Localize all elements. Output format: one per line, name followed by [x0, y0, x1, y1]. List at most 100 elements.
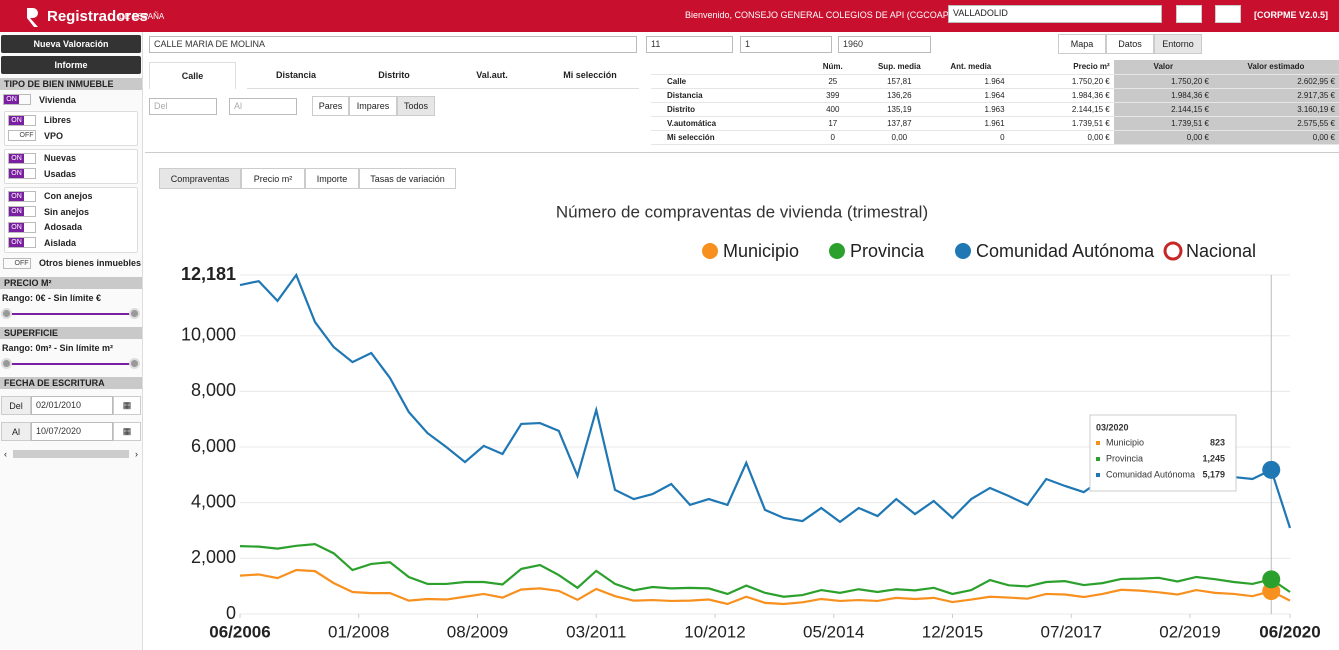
toggle-label: Otros bienes inmuebles	[39, 258, 142, 269]
table-cell: 157,81	[865, 74, 934, 89]
table-cell: 137,87	[865, 116, 934, 131]
y-tick-label: 0	[226, 603, 236, 623]
welcome[interactable]: Bienvenido, CONSEJO GENERAL COLEGIOS DE …	[685, 10, 955, 20]
view-button[interactable]: Datos	[1106, 34, 1154, 54]
date-input[interactable]: 10/07/2020	[31, 422, 113, 441]
tab[interactable]: Mi selección	[541, 62, 639, 89]
tab[interactable]: Distancia	[247, 62, 345, 89]
parity-button[interactable]: Pares	[312, 96, 349, 116]
parity-button[interactable]: Impares	[349, 96, 397, 116]
chart-tab[interactable]: Precio m²	[241, 168, 305, 189]
help-button[interactable]: ?	[1176, 5, 1202, 23]
toggle-row: OFF VPO	[5, 128, 137, 144]
table-cell: 135,19	[865, 102, 934, 117]
range-from[interactable]: Del	[149, 98, 217, 115]
view-button[interactable]: Entorno	[1154, 34, 1202, 54]
y-tick-label: 12,181	[181, 264, 236, 284]
range-slider[interactable]	[0, 357, 142, 371]
calendar-button[interactable]: ▦	[113, 396, 141, 415]
toggle[interactable]: ON	[8, 114, 36, 126]
table-header-cell: Sup. media	[865, 60, 934, 75]
chart-tab[interactable]: Importe	[305, 168, 359, 189]
table-cell: 25	[800, 74, 866, 89]
range-slider[interactable]	[0, 307, 142, 321]
y-tick-label: 8,000	[191, 380, 236, 400]
tab[interactable]: Val.aut.	[443, 62, 541, 89]
version: [CORPME V2.0.5]	[1254, 10, 1329, 20]
date-label: Al	[1, 422, 31, 441]
table-cell: 136,26	[865, 88, 934, 103]
field-input[interactable]: 1	[740, 36, 832, 53]
series-line	[239, 568, 1291, 606]
toggle-state: OFF	[14, 259, 29, 267]
tab[interactable]: Distrito	[345, 62, 443, 89]
brand-sub: DE ESPAÑA	[119, 12, 165, 21]
toggle[interactable]: ON	[3, 94, 31, 106]
y-tick-label: 10,000	[181, 324, 236, 344]
toggle-state: ON	[9, 115, 24, 125]
toggle[interactable]: ON	[8, 221, 36, 233]
toggle[interactable]: ON	[8, 190, 36, 202]
date-row: Del 02/01/2010 ▦	[1, 396, 141, 415]
range-to[interactable]: Al	[229, 98, 297, 115]
tooltip-value: 1,245	[1202, 453, 1225, 463]
toggle[interactable]: ON	[8, 168, 36, 180]
header: Registradores DE ESPAÑA Bienvenido, CONS…	[0, 0, 1339, 32]
tooltip-swatch	[1096, 441, 1100, 445]
table-header-cell: Valor estimado	[1212, 60, 1339, 75]
toggle-state: ON	[9, 238, 24, 248]
x-tick-label: 08/2009	[447, 622, 508, 641]
x-tick-label: 05/2014	[803, 622, 864, 641]
street-input[interactable]: CALLE MARIA DE MOLINA	[149, 36, 637, 53]
toggle[interactable]: OFF	[3, 257, 31, 269]
tooltip-value: 823	[1210, 437, 1225, 447]
tab[interactable]: Calle	[149, 62, 236, 89]
section-title: PRECIO M²	[0, 277, 142, 289]
toggle-label: Adosada	[44, 222, 83, 233]
table-cell: 1.739,51 €	[1113, 116, 1213, 131]
tooltip-swatch	[1096, 457, 1100, 461]
year-input[interactable]: 1960	[838, 36, 931, 53]
scrollbar: ‹ ›	[4, 449, 138, 459]
table-cell: 1.750,20 €	[1113, 74, 1213, 89]
view-button[interactable]: Mapa	[1058, 34, 1106, 54]
hover-marker	[1262, 460, 1281, 479]
x-tick-label: 02/2019	[1159, 622, 1220, 641]
table-cell: 0,00	[865, 130, 934, 145]
date-input[interactable]: 02/01/2010	[31, 396, 113, 415]
toggle[interactable]: ON	[8, 152, 36, 164]
region-select[interactable]: VALLADOLID	[948, 5, 1162, 23]
toggle[interactable]: OFF	[8, 130, 36, 142]
number-input[interactable]: 11	[646, 36, 733, 53]
legend-marker	[702, 243, 718, 259]
table-cell: 1.964	[933, 74, 1009, 89]
table-header-cell: Núm.	[800, 60, 866, 75]
sidebar-button[interactable]: Informe	[1, 56, 141, 74]
legend-marker	[829, 243, 845, 259]
parity-button[interactable]: Todos	[397, 96, 435, 116]
x-tick-label: 07/2017	[1041, 622, 1102, 641]
table-cell: 1.963	[933, 102, 1009, 117]
tooltip-name: Comunidad Autónoma	[1106, 469, 1195, 479]
calendar-button[interactable]: ▦	[113, 422, 141, 441]
table-row: Calle 25 157,81 1.964 1.750,20 €1.750,20 €2.…	[651, 74, 1339, 89]
info-button[interactable]: i	[1215, 5, 1241, 23]
x-tick-label: 10/2012	[684, 622, 745, 641]
toggle-group: ON Con anejos ON Sin anejos ON Adosada ON Aisla…	[4, 186, 138, 253]
toggle-row: ON Con anejos	[5, 189, 137, 205]
toggle[interactable]: ON	[8, 206, 36, 218]
table-row: Distancia 399 136,26 1.964 1.984,36 €1.984,3…	[651, 88, 1339, 103]
toggle-label: Vivienda	[39, 94, 76, 105]
toggle-state: ON	[9, 207, 24, 217]
chart-tab[interactable]: Tasas de variación	[359, 168, 456, 189]
toggle-label: Sin anejos	[44, 206, 90, 217]
sidebar-button[interactable]: Nueva Valoración	[1, 35, 141, 53]
toggle[interactable]: ON	[8, 237, 36, 249]
tooltip-name: Provincia	[1106, 453, 1143, 463]
legend-label: Comunidad Autónoma	[976, 241, 1155, 261]
table-cell: 3.160,19 €	[1212, 102, 1339, 117]
chart-tab[interactable]: Compraventas	[159, 168, 241, 189]
y-tick-label: 2,000	[191, 547, 236, 567]
table-cell	[651, 60, 800, 75]
